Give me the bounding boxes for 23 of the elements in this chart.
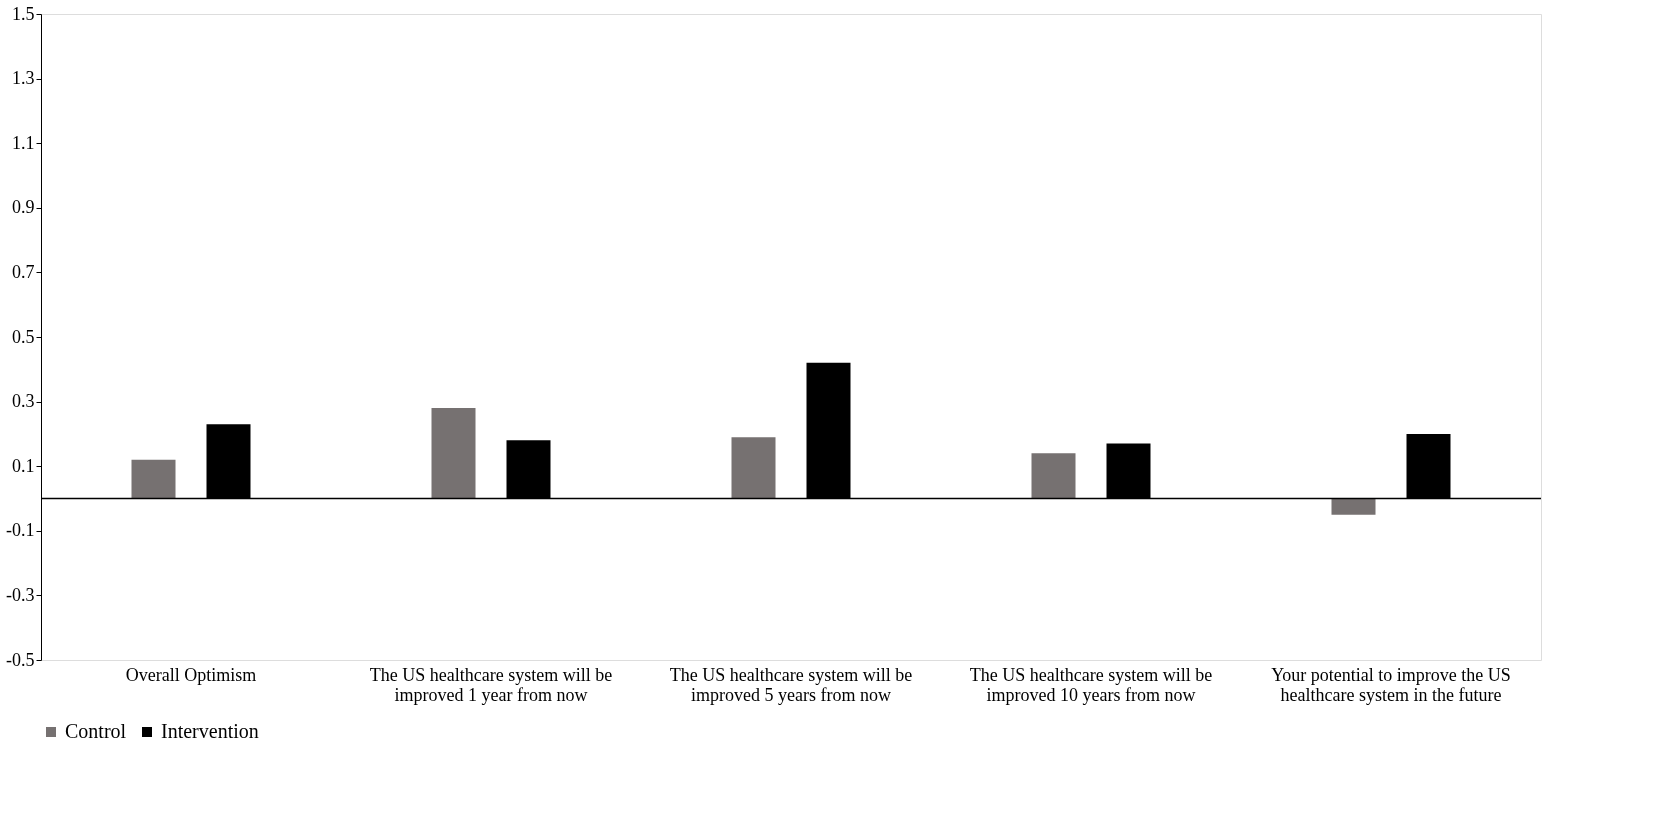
legend-label: Control [65,720,127,742]
y-tick-label: 0.7 [12,261,35,282]
bar [131,459,176,499]
y-tick-label: 0.1 [12,455,35,476]
bar [1031,453,1076,499]
y-tick-label: -0.1 [6,520,35,541]
x-tick-label: The US healthcare system will be improved 5 years from now [669,664,913,705]
y-tick-label: 0.3 [12,391,35,412]
x-tick-label: Your potential to improve the US healthcare system in the future [1271,664,1511,705]
y-tick-label: 1.1 [12,132,35,153]
legend-label: Intervention [161,720,259,742]
y-tick-label: 0.9 [12,197,35,218]
bar [1331,498,1376,515]
bar [431,408,476,499]
bar [731,437,776,499]
y-tick-label: -0.5 [6,649,35,670]
x-tick-label: The US healthcare system will be improved 1 year from now [369,664,613,705]
y-tick-label: 1.3 [12,68,35,89]
y-tick-label: -0.3 [6,584,35,605]
y-tick-label: 0.5 [12,326,35,347]
y-tick-label: 1.5 [12,3,35,24]
x-tick-label: Overall Optimism [125,664,257,685]
x-tick-label: The US healthcare system will be improved 10 years from now [969,664,1213,705]
